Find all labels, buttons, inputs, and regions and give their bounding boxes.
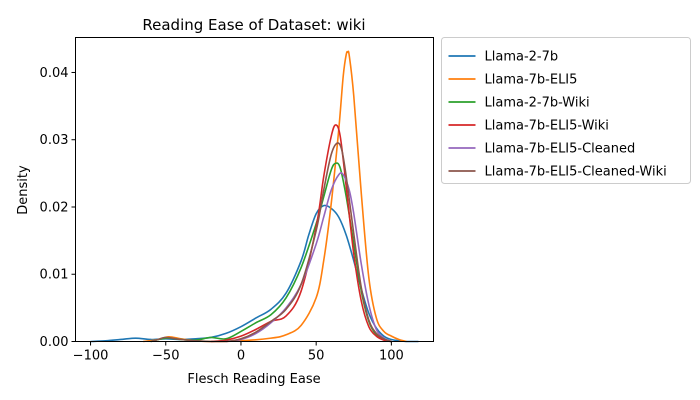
y-tick-label: 0.03	[40, 133, 69, 148]
x-tick-label: 0	[237, 349, 245, 364]
legend-label: Llama-7b-ELI5-Cleaned	[485, 142, 636, 157]
y-axis-label: Density	[16, 165, 31, 215]
legend-label: Llama-2-7b	[485, 50, 559, 65]
legend-label: Llama-7b-ELI5-Wiki	[485, 119, 609, 134]
x-tick-label: −50	[152, 349, 179, 364]
plot-area	[90, 50, 419, 343]
x-tick-label: 50	[308, 349, 325, 364]
legend-label: Llama-2-7b-Wiki	[485, 96, 590, 111]
y-axis: 0.00 0.01 0.02 0.03 0.04	[40, 66, 76, 350]
legend-box	[441, 37, 691, 184]
series-line-5	[225, 171, 392, 343]
series-line-6	[150, 142, 392, 343]
y-tick-label: 0.02	[40, 200, 69, 215]
chart-title: Reading Ease of Dataset: wiki	[142, 16, 365, 34]
x-tick-label: 100	[379, 349, 404, 364]
y-tick-label: 0.00	[40, 335, 69, 350]
plot-frame	[75, 37, 434, 342]
x-axis: −100 −50 0 50 100	[73, 341, 404, 364]
series-line-3	[150, 162, 392, 343]
y-tick-label: 0.04	[40, 66, 69, 81]
y-tick-label: 0.01	[40, 268, 69, 283]
x-axis-label: Flesch Reading Ease	[187, 372, 320, 387]
legend-label: Llama-7b-ELI5	[485, 73, 578, 88]
series-line-4	[210, 124, 392, 343]
x-tick-label: −100	[73, 349, 109, 364]
legend: Llama-2-7b Llama-7b-ELI5 Llama-2-7b-Wiki Ll…	[441, 37, 691, 184]
legend-label: Llama-7b-ELI5-Cleaned-Wiki	[485, 165, 667, 180]
